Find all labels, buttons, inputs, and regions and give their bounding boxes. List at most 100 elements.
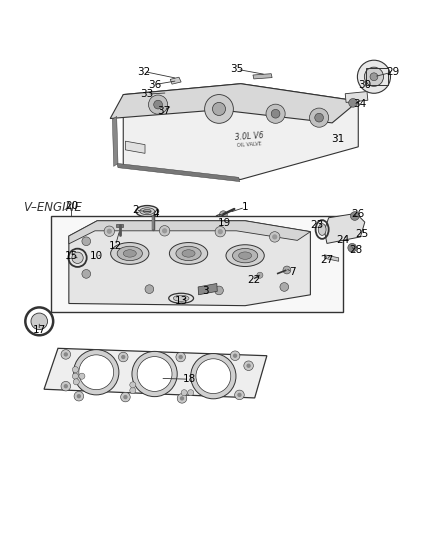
Text: 36: 36 <box>148 79 161 90</box>
Text: 20: 20 <box>65 201 78 211</box>
Text: 2: 2 <box>132 205 139 215</box>
Bar <box>51 216 343 312</box>
Circle shape <box>73 379 79 385</box>
Ellipse shape <box>176 246 201 261</box>
Circle shape <box>283 266 291 274</box>
Circle shape <box>82 270 91 278</box>
Polygon shape <box>110 84 358 123</box>
Circle shape <box>130 387 136 393</box>
Circle shape <box>181 390 187 396</box>
Ellipse shape <box>117 246 142 261</box>
Circle shape <box>159 225 170 236</box>
Ellipse shape <box>136 206 159 217</box>
Polygon shape <box>69 221 311 305</box>
Circle shape <box>235 390 244 400</box>
Polygon shape <box>69 221 311 244</box>
Circle shape <box>218 229 223 235</box>
Circle shape <box>74 391 84 401</box>
Bar <box>116 224 123 228</box>
Text: 3.0L V6: 3.0L V6 <box>235 131 264 142</box>
Circle shape <box>271 109 280 118</box>
Text: 26: 26 <box>352 209 365 219</box>
Circle shape <box>348 244 357 252</box>
Ellipse shape <box>170 243 208 264</box>
Circle shape <box>230 351 240 360</box>
Circle shape <box>205 94 233 123</box>
Circle shape <box>148 95 168 114</box>
Text: 18: 18 <box>183 374 196 384</box>
Circle shape <box>132 351 177 397</box>
Circle shape <box>315 114 323 122</box>
Text: 19: 19 <box>218 217 231 228</box>
Circle shape <box>77 394 81 398</box>
Circle shape <box>187 390 194 396</box>
Circle shape <box>137 357 172 391</box>
Polygon shape <box>123 84 358 180</box>
Circle shape <box>176 352 185 362</box>
Text: 13: 13 <box>174 296 188 306</box>
Polygon shape <box>198 284 217 295</box>
Polygon shape <box>324 213 365 244</box>
Circle shape <box>272 235 277 239</box>
Polygon shape <box>253 74 272 79</box>
Bar <box>366 68 388 85</box>
Circle shape <box>123 395 127 399</box>
Polygon shape <box>345 92 368 102</box>
Circle shape <box>233 353 237 358</box>
Circle shape <box>247 364 251 368</box>
Circle shape <box>196 359 231 393</box>
Text: 28: 28 <box>350 245 363 255</box>
Polygon shape <box>44 349 267 398</box>
Circle shape <box>215 227 226 237</box>
Circle shape <box>107 229 112 234</box>
Circle shape <box>154 100 162 109</box>
Circle shape <box>180 396 184 400</box>
Circle shape <box>74 350 119 395</box>
Circle shape <box>130 382 136 388</box>
Polygon shape <box>125 141 145 154</box>
Circle shape <box>104 226 115 237</box>
Circle shape <box>121 355 125 359</box>
Circle shape <box>269 232 280 242</box>
Circle shape <box>79 373 85 379</box>
Circle shape <box>349 99 357 107</box>
Text: 30: 30 <box>358 80 371 90</box>
Ellipse shape <box>143 209 151 213</box>
Text: 12: 12 <box>109 240 122 251</box>
Text: V–ENGINE: V–ENGINE <box>23 201 82 214</box>
Circle shape <box>257 272 263 278</box>
Text: 35: 35 <box>231 64 244 74</box>
Text: 23: 23 <box>311 220 324 230</box>
Text: 10: 10 <box>90 252 103 262</box>
Circle shape <box>191 353 236 399</box>
Ellipse shape <box>173 295 189 301</box>
Text: 27: 27 <box>320 255 333 264</box>
Ellipse shape <box>123 250 136 257</box>
Circle shape <box>219 211 227 219</box>
Circle shape <box>177 393 187 403</box>
Text: 4: 4 <box>152 209 159 219</box>
Ellipse shape <box>226 245 264 266</box>
Circle shape <box>72 367 78 373</box>
Circle shape <box>237 393 242 397</box>
Circle shape <box>82 237 91 246</box>
Circle shape <box>179 355 183 359</box>
Circle shape <box>357 60 391 93</box>
Circle shape <box>266 104 285 123</box>
Circle shape <box>72 373 78 379</box>
Ellipse shape <box>239 252 252 260</box>
Circle shape <box>280 282 289 292</box>
Circle shape <box>215 286 223 295</box>
Ellipse shape <box>111 243 149 264</box>
Polygon shape <box>113 116 118 166</box>
Text: 37: 37 <box>158 106 171 116</box>
Circle shape <box>310 108 328 127</box>
Ellipse shape <box>233 248 258 263</box>
Circle shape <box>350 212 359 220</box>
Circle shape <box>217 217 223 223</box>
Polygon shape <box>170 77 181 84</box>
Circle shape <box>370 73 378 80</box>
Ellipse shape <box>140 208 155 215</box>
Ellipse shape <box>182 250 195 257</box>
Circle shape <box>162 228 167 233</box>
